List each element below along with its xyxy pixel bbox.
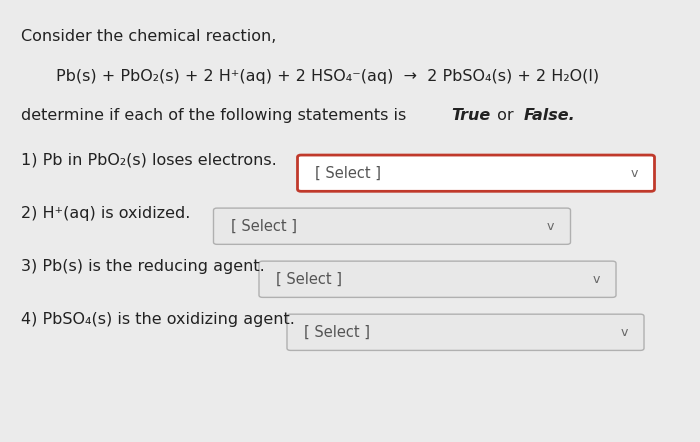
Text: Consider the chemical reaction,: Consider the chemical reaction, xyxy=(21,29,276,44)
Text: [ Select ]: [ Select ] xyxy=(315,166,381,181)
Text: v: v xyxy=(592,273,600,286)
Text: 2) H⁺(aq) is oxidized.: 2) H⁺(aq) is oxidized. xyxy=(21,206,190,221)
Text: or: or xyxy=(492,108,519,123)
Text: determine if each of the following statements is: determine if each of the following state… xyxy=(21,108,412,123)
Text: 1) Pb in PbO₂(s) loses electrons.: 1) Pb in PbO₂(s) loses electrons. xyxy=(21,152,276,168)
Text: False.: False. xyxy=(524,108,575,123)
Text: v: v xyxy=(620,326,628,339)
Text: [ Select ]: [ Select ] xyxy=(231,219,297,234)
Text: True: True xyxy=(452,108,491,123)
Text: [ Select ]: [ Select ] xyxy=(304,325,370,340)
Text: v: v xyxy=(631,167,638,180)
Text: 4) PbSO₄(s) is the oxidizing agent.: 4) PbSO₄(s) is the oxidizing agent. xyxy=(21,312,295,327)
Text: 3) Pb(s) is the reducing agent.: 3) Pb(s) is the reducing agent. xyxy=(21,259,265,274)
Text: v: v xyxy=(547,220,554,233)
Text: Pb(s) + PbO₂(s) + 2 H⁺(aq) + 2 HSO₄⁻(aq)  →  2 PbSO₄(s) + 2 H₂O(l): Pb(s) + PbO₂(s) + 2 H⁺(aq) + 2 HSO₄⁻(aq)… xyxy=(56,69,599,84)
Text: [ Select ]: [ Select ] xyxy=(276,272,342,287)
